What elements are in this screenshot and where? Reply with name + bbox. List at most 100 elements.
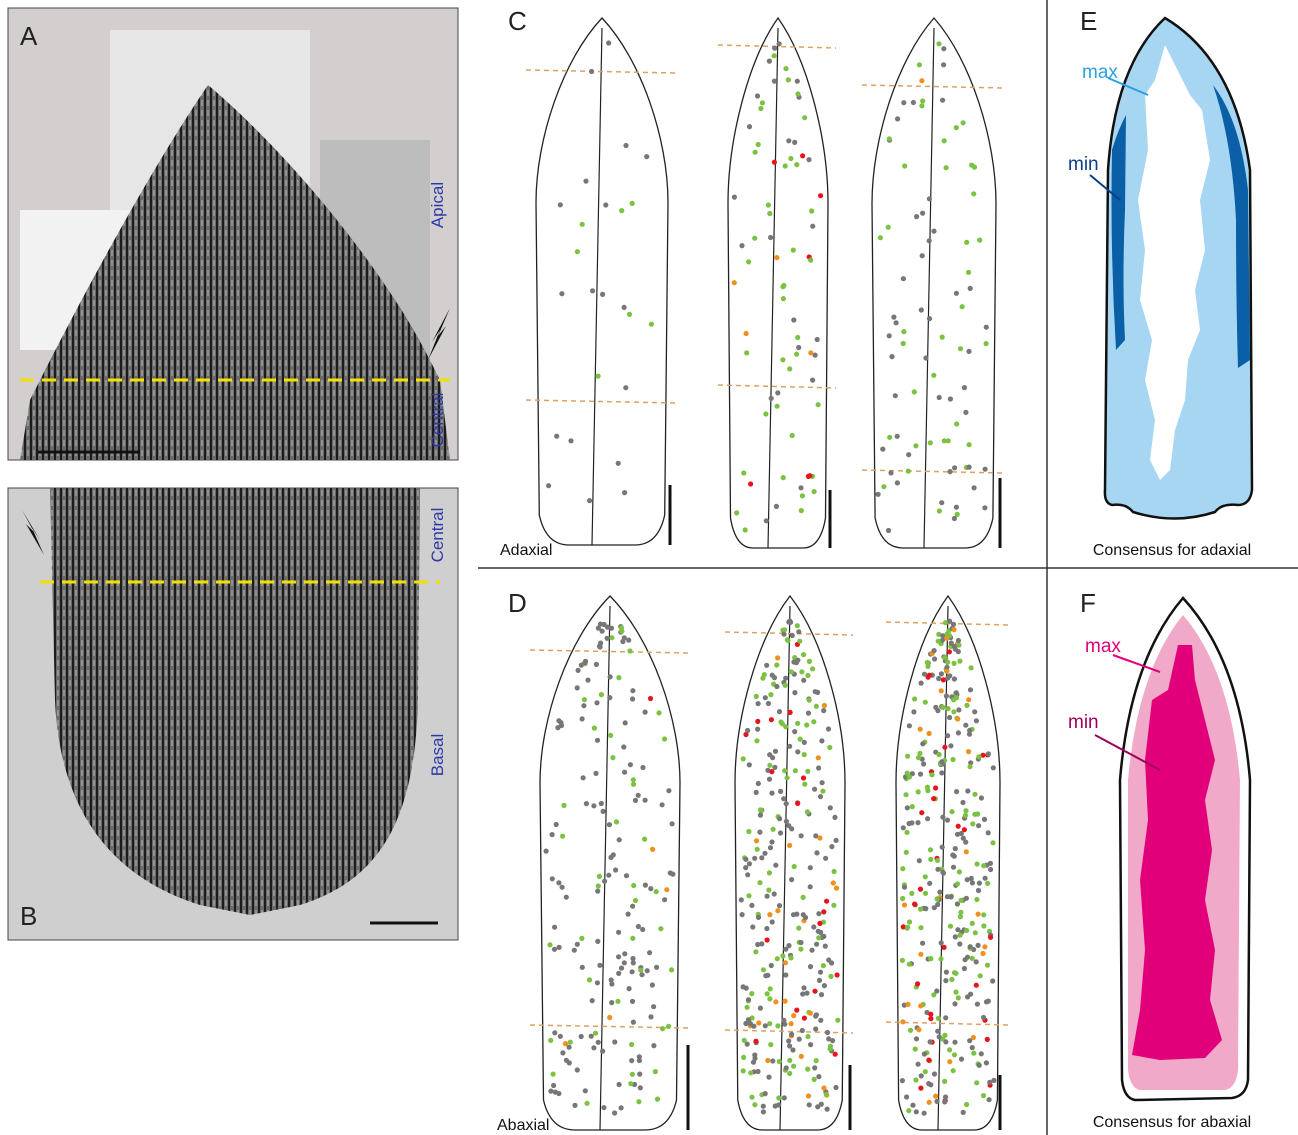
stoma-dot bbox=[967, 1038, 972, 1043]
stoma-dot bbox=[804, 722, 809, 727]
stoma-dot bbox=[613, 867, 618, 872]
stoma-dot bbox=[936, 1016, 941, 1021]
stoma-dot bbox=[925, 664, 930, 669]
stoma-dot bbox=[655, 1097, 660, 1102]
stoma-dot bbox=[798, 737, 803, 742]
stoma-dot bbox=[967, 442, 972, 447]
stoma-dot bbox=[633, 798, 638, 803]
stoma-dot bbox=[560, 1050, 565, 1055]
stoma-dot bbox=[902, 885, 907, 890]
stoma-dot bbox=[932, 648, 937, 653]
panel-label: F bbox=[1080, 588, 1096, 618]
stoma-dot bbox=[956, 824, 961, 829]
stoma-dot bbox=[905, 754, 910, 759]
stoma-dot bbox=[758, 106, 763, 111]
stoma-dot bbox=[785, 637, 790, 642]
stoma-dot bbox=[985, 1037, 990, 1042]
stoma-dot bbox=[835, 972, 840, 977]
stoma-dot bbox=[783, 960, 788, 965]
stoma-dot bbox=[785, 775, 790, 780]
stoma-dot bbox=[977, 1063, 982, 1068]
stoma-dot bbox=[901, 825, 906, 830]
stoma-dot bbox=[756, 142, 761, 147]
stoma-dot bbox=[636, 1099, 641, 1104]
stoma-dot bbox=[767, 211, 772, 216]
stoma-dot bbox=[808, 258, 813, 263]
stoma-dot bbox=[790, 433, 795, 438]
stoma-dot bbox=[805, 769, 810, 774]
stoma-dot bbox=[746, 997, 751, 1002]
stoma-dot bbox=[939, 770, 944, 775]
stoma-dot bbox=[756, 915, 761, 920]
stoma-dot bbox=[765, 937, 770, 942]
stoma-dot bbox=[631, 1020, 636, 1025]
stoma-dot bbox=[767, 777, 772, 782]
stoma-dot bbox=[880, 447, 885, 452]
stoma-dot bbox=[781, 475, 786, 480]
stoma-dot bbox=[790, 1047, 795, 1052]
stoma-dot bbox=[949, 977, 954, 982]
stoma-dot bbox=[630, 201, 635, 206]
stoma-dot bbox=[916, 755, 921, 760]
stoma-dot bbox=[936, 676, 941, 681]
stoma-dot bbox=[612, 1039, 617, 1044]
stoma-dot bbox=[808, 350, 813, 355]
stoma-dot bbox=[568, 438, 573, 443]
stoma-dot bbox=[561, 803, 566, 808]
stoma-dot bbox=[755, 719, 760, 724]
stoma-dot bbox=[795, 749, 800, 754]
stoma-dot bbox=[900, 896, 905, 901]
stoma-dot bbox=[741, 756, 746, 761]
stoma-dot bbox=[902, 163, 907, 168]
stoma-dot bbox=[827, 745, 832, 750]
stoma-dot bbox=[978, 973, 983, 978]
stoma-dot bbox=[750, 924, 755, 929]
stoma-dot bbox=[794, 1008, 799, 1013]
stoma-dot bbox=[981, 863, 986, 868]
stoma-dot bbox=[609, 1000, 614, 1005]
stoma-dot bbox=[592, 726, 597, 731]
stoma-dot bbox=[918, 952, 923, 957]
stoma-dot bbox=[662, 736, 667, 741]
stoma-dot bbox=[743, 527, 748, 532]
stoma-dot bbox=[976, 943, 981, 948]
stoma-dot bbox=[628, 1081, 633, 1086]
stoma-dot bbox=[953, 846, 958, 851]
stoma-dot bbox=[799, 669, 804, 674]
stoma-dot bbox=[920, 941, 925, 946]
stoma-dot bbox=[758, 1006, 763, 1011]
min-label: min bbox=[1068, 154, 1099, 175]
stoma-dot bbox=[649, 322, 654, 327]
stoma-dot bbox=[943, 1015, 948, 1020]
stoma-dot bbox=[619, 625, 624, 630]
stoma-dot bbox=[822, 983, 827, 988]
stoma-dot bbox=[900, 1078, 905, 1083]
stoma-dot bbox=[933, 1094, 938, 1099]
stoma-dot bbox=[585, 678, 590, 683]
stoma-dot bbox=[792, 690, 797, 695]
stoma-dot bbox=[805, 673, 810, 678]
stoma-dot bbox=[597, 644, 602, 649]
stoma-dot bbox=[922, 1051, 927, 1056]
stoma-dot bbox=[798, 940, 803, 945]
stoma-dot bbox=[935, 896, 940, 901]
stoma-dot bbox=[981, 923, 986, 928]
stoma-dot bbox=[912, 389, 917, 394]
stoma-dot bbox=[616, 971, 621, 976]
stoma-dot bbox=[739, 897, 744, 902]
stoma-dot bbox=[940, 815, 945, 820]
stoma-dot bbox=[732, 280, 737, 285]
stoma-dot bbox=[910, 804, 915, 809]
stoma-dot bbox=[778, 789, 783, 794]
stoma-dot bbox=[782, 1095, 787, 1100]
stoma-dot bbox=[939, 500, 944, 505]
stoma-dot bbox=[621, 744, 626, 749]
stoma-dot bbox=[630, 999, 635, 1004]
stoma-dot bbox=[648, 1014, 653, 1019]
region-label: Apical bbox=[428, 182, 447, 228]
stoma-dot bbox=[777, 903, 782, 908]
stoma-dot bbox=[792, 864, 797, 869]
stoma-dot bbox=[616, 461, 621, 466]
stoma-dot bbox=[831, 880, 836, 885]
stoma-dot bbox=[974, 959, 979, 964]
